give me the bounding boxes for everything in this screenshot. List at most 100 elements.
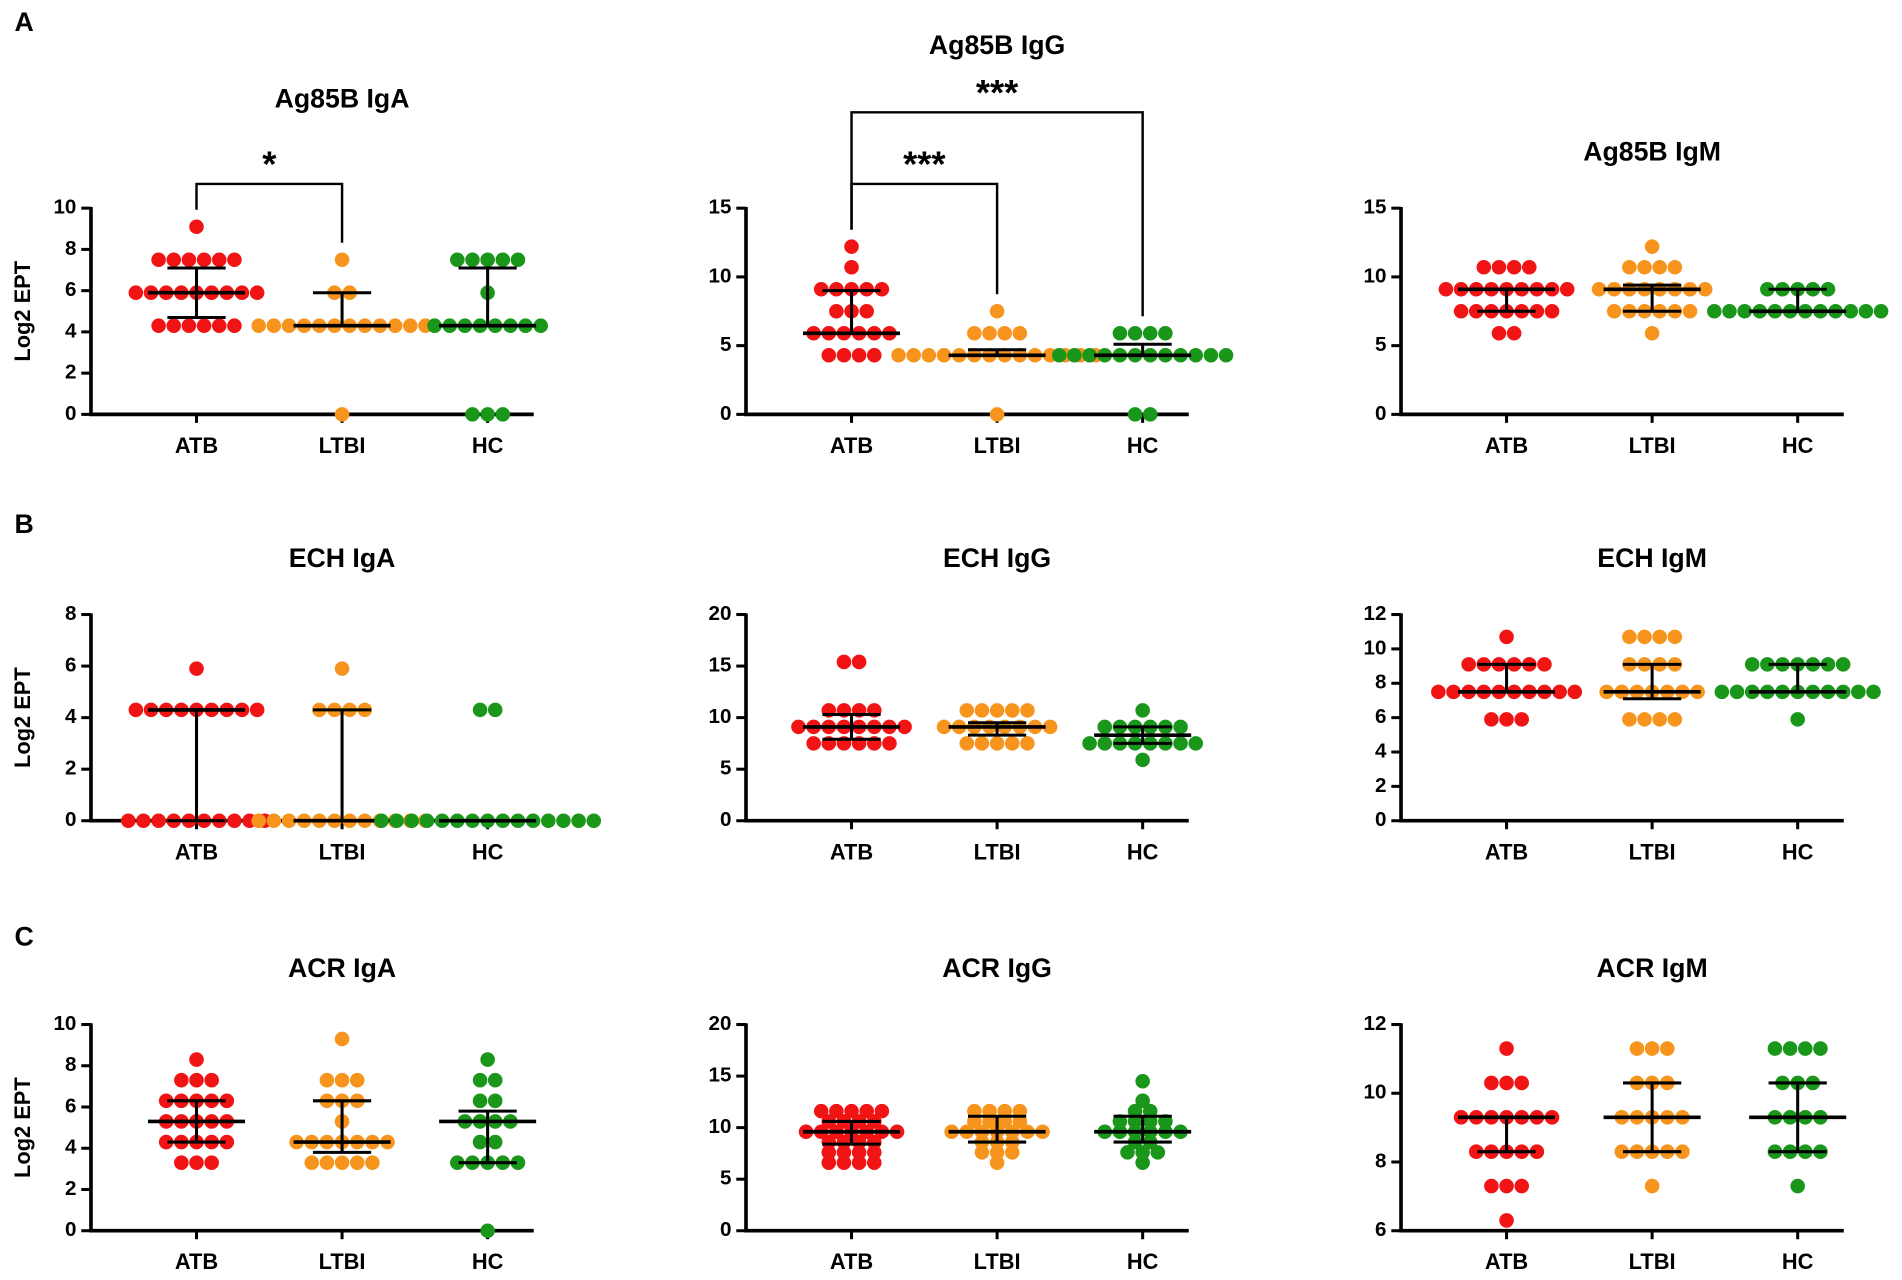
data-dot — [450, 1155, 465, 1170]
data-dot — [387, 318, 403, 333]
data-dot — [1218, 347, 1234, 363]
y-tick-label: 2 — [65, 361, 76, 384]
data-dot — [1020, 736, 1035, 751]
data-dot — [1004, 703, 1020, 718]
x-tick-label: LTBI — [319, 1249, 366, 1274]
data-dot — [989, 1145, 1005, 1160]
data-dot — [1843, 303, 1859, 319]
x-tick-label: LTBI — [319, 433, 366, 458]
y-tick-label: 10 — [1364, 636, 1387, 659]
data-dot — [1514, 712, 1529, 727]
data-dot — [1135, 1073, 1150, 1089]
y-tick-label: 4 — [1375, 739, 1387, 762]
x-tick-label: LTBI — [974, 433, 1021, 458]
y-tick-label: 10 — [1364, 1081, 1387, 1104]
data-dot — [334, 661, 350, 676]
data-dot — [1468, 303, 1484, 319]
data-dot — [989, 303, 1005, 319]
data-dot — [1127, 1114, 1143, 1129]
data-dot — [1652, 712, 1667, 727]
data-dot — [227, 318, 242, 333]
data-dot — [472, 1134, 488, 1150]
data-dot — [1446, 684, 1461, 700]
data-dot — [936, 719, 952, 735]
data-dot — [487, 1072, 503, 1088]
y-tick-label: 0 — [65, 1218, 76, 1241]
y-tick-label: 0 — [65, 402, 76, 425]
data-dot — [227, 252, 242, 267]
data-dot — [897, 719, 912, 735]
data-dot — [844, 239, 859, 254]
data-dot — [874, 282, 890, 297]
x-tick-label: ATB — [175, 433, 218, 458]
data-dot — [1559, 282, 1575, 297]
data-dot — [1491, 325, 1507, 341]
data-dot — [1012, 325, 1028, 341]
data-dot — [403, 318, 418, 333]
data-dot — [1835, 657, 1851, 672]
y-tick-label: 2 — [65, 1177, 76, 1200]
data-dot — [989, 1155, 1005, 1170]
data-dot — [1484, 1178, 1499, 1194]
data-dot — [1866, 684, 1881, 700]
y-tick-label: 10 — [709, 705, 732, 728]
data-dot — [1514, 1075, 1529, 1091]
data-dot — [1667, 260, 1683, 275]
x-tick-label: ATB — [830, 839, 873, 864]
data-dot — [1135, 703, 1150, 718]
data-dot — [866, 1155, 882, 1170]
data-dot — [1714, 684, 1730, 700]
y-tick-label: 10 — [53, 196, 76, 219]
data-dot — [982, 325, 997, 341]
data-dot — [813, 282, 829, 297]
x-tick-label: ATB — [1485, 433, 1528, 458]
data-dot — [334, 1155, 350, 1170]
y-tick-label: 6 — [1375, 705, 1386, 728]
data-dot — [480, 1223, 495, 1239]
significance-bracket — [850, 111, 1144, 317]
y-tick-label: 15 — [709, 654, 732, 677]
data-dot — [158, 1093, 174, 1109]
data-dot — [829, 1103, 844, 1119]
data-dot — [480, 1052, 495, 1067]
data-dot — [1760, 282, 1775, 297]
data-dot — [821, 1155, 837, 1170]
data-dot — [204, 1072, 219, 1088]
data-dot — [1851, 684, 1866, 700]
data-dot — [1004, 736, 1020, 751]
data-dot — [813, 1103, 829, 1119]
data-dot — [1112, 1114, 1128, 1129]
data-dot — [541, 813, 556, 829]
data-dot — [128, 702, 144, 718]
data-dot — [487, 702, 503, 718]
data-dot — [1873, 303, 1889, 319]
data-dot — [189, 1052, 204, 1067]
data-dot — [1529, 1144, 1545, 1159]
data-dot — [866, 1134, 882, 1150]
data-dot — [304, 1155, 320, 1170]
data-dot — [1067, 347, 1082, 363]
data-dot — [266, 813, 282, 829]
data-dot — [281, 318, 297, 333]
data-dot — [174, 1155, 189, 1170]
data-dot — [472, 1072, 488, 1088]
data-dot — [266, 318, 282, 333]
data-dot — [249, 285, 265, 300]
significance-bracket — [850, 182, 999, 295]
x-tick-label: HC — [1127, 1249, 1159, 1274]
data-dot — [1760, 657, 1775, 672]
data-dot — [495, 407, 511, 422]
data-dot — [866, 1145, 882, 1160]
data-dot — [967, 325, 982, 341]
y-axis-label: Log2 EPT — [10, 1077, 35, 1178]
x-tick-label: ATB — [830, 1249, 873, 1274]
data-dot — [1112, 325, 1128, 341]
data-dot — [1820, 657, 1836, 672]
data-dot — [1790, 712, 1805, 727]
data-dot — [1082, 736, 1097, 751]
data-dot — [319, 1072, 335, 1088]
data-dot — [1188, 736, 1204, 751]
x-tick-label: HC — [1127, 433, 1159, 458]
data-dot — [166, 318, 182, 333]
data-dot — [1484, 1075, 1499, 1091]
